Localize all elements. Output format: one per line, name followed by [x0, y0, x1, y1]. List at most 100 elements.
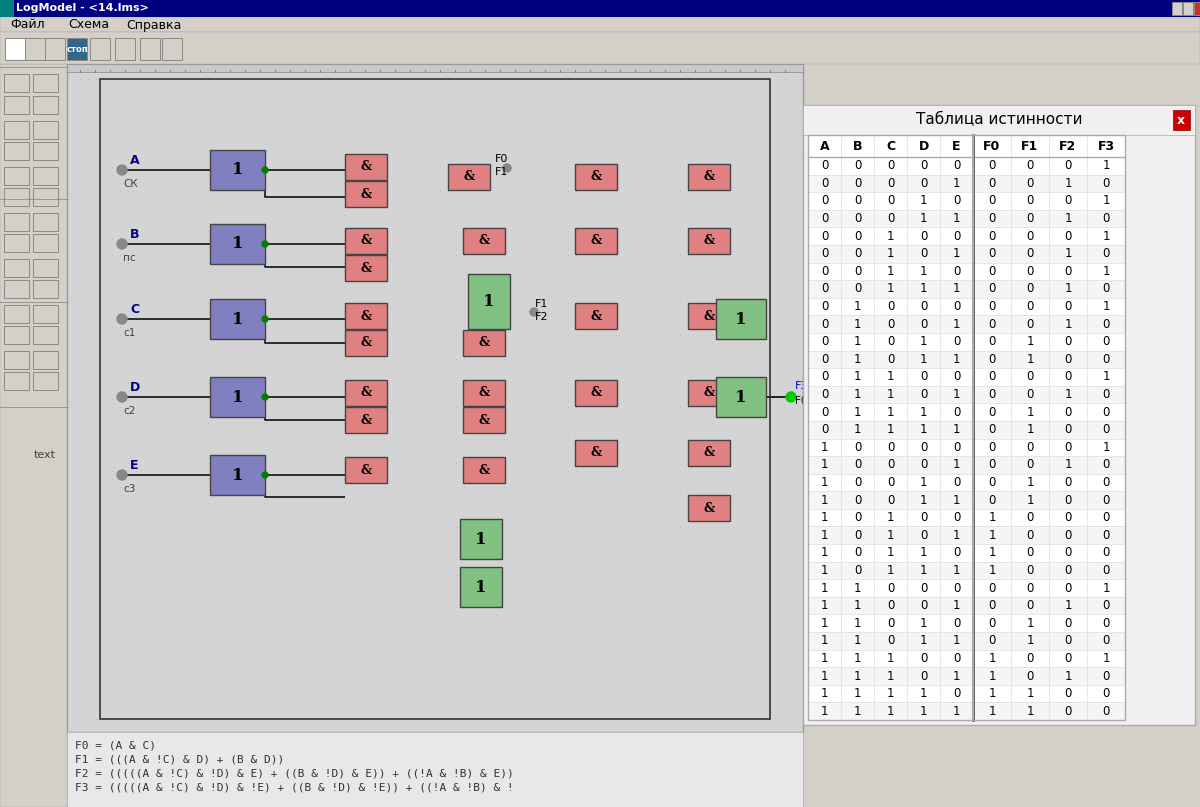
- Bar: [4, 234, 29, 252]
- Bar: [808, 667, 1126, 685]
- Text: LogModel - <14.lms>: LogModel - <14.lms>: [16, 3, 149, 13]
- Text: 0: 0: [989, 599, 996, 613]
- Text: 1: 1: [1026, 617, 1033, 629]
- Text: 1: 1: [887, 687, 894, 700]
- Bar: [808, 456, 1126, 474]
- Text: 1: 1: [1064, 388, 1072, 401]
- Text: 0: 0: [1026, 247, 1033, 261]
- Text: 0: 0: [920, 670, 928, 683]
- Text: 0: 0: [953, 370, 960, 383]
- Text: 1: 1: [919, 353, 928, 366]
- Bar: [803, 105, 1195, 725]
- Text: 1: 1: [232, 236, 244, 253]
- Bar: [67, 732, 803, 807]
- Bar: [808, 491, 1126, 509]
- Text: 0: 0: [821, 353, 828, 366]
- Text: &: &: [703, 170, 715, 183]
- Text: 0: 0: [854, 194, 862, 207]
- Text: 1: 1: [887, 423, 894, 437]
- Text: 0: 0: [1026, 212, 1033, 225]
- Text: 0: 0: [854, 265, 862, 278]
- Text: 0: 0: [1064, 652, 1072, 665]
- Text: 0: 0: [854, 476, 862, 489]
- Text: 0: 0: [920, 388, 928, 401]
- Text: 0: 0: [1026, 670, 1033, 683]
- Text: &: &: [479, 413, 490, 427]
- Circle shape: [262, 472, 268, 478]
- Text: 0: 0: [821, 265, 828, 278]
- Text: 0: 0: [1026, 529, 1033, 541]
- Text: 0: 0: [1103, 476, 1110, 489]
- Text: 1: 1: [821, 494, 828, 507]
- Circle shape: [118, 314, 127, 324]
- Text: 0: 0: [1064, 617, 1072, 629]
- Text: 0: 0: [1103, 177, 1110, 190]
- Bar: [34, 213, 58, 231]
- Bar: [210, 299, 265, 339]
- Bar: [463, 407, 505, 433]
- Text: 1: 1: [475, 579, 487, 596]
- Text: 1: 1: [484, 293, 494, 310]
- Circle shape: [503, 164, 511, 172]
- Text: 1: 1: [887, 388, 894, 401]
- Text: &: &: [590, 170, 601, 183]
- Text: 0: 0: [953, 406, 960, 419]
- Text: 0: 0: [920, 529, 928, 541]
- Bar: [688, 440, 730, 466]
- Text: 1: 1: [919, 687, 928, 700]
- Text: 0: 0: [1103, 687, 1110, 700]
- Text: 1: 1: [887, 564, 894, 577]
- Text: 1: 1: [919, 406, 928, 419]
- Text: 0: 0: [989, 282, 996, 295]
- Text: Таблица истинности: Таблица истинности: [916, 112, 1082, 128]
- Bar: [140, 38, 160, 60]
- Bar: [808, 210, 1126, 228]
- Circle shape: [118, 165, 127, 175]
- Bar: [808, 685, 1126, 702]
- Bar: [34, 74, 58, 92]
- Bar: [4, 351, 29, 369]
- Bar: [0, 64, 67, 807]
- Text: C: C: [130, 303, 139, 316]
- Text: 1: 1: [1064, 177, 1072, 190]
- Bar: [688, 303, 730, 329]
- Text: c1: c1: [124, 328, 136, 338]
- Text: 1: 1: [853, 670, 862, 683]
- Text: 1: 1: [989, 670, 996, 683]
- Bar: [808, 245, 1126, 262]
- Text: 1: 1: [887, 230, 894, 243]
- Bar: [34, 167, 58, 185]
- Text: &: &: [360, 387, 372, 399]
- Text: 0: 0: [821, 406, 828, 419]
- Text: 0: 0: [953, 617, 960, 629]
- Text: 0: 0: [854, 212, 862, 225]
- Text: c3: c3: [124, 484, 136, 494]
- Text: C: C: [886, 140, 895, 153]
- Circle shape: [262, 316, 268, 322]
- Bar: [463, 228, 505, 254]
- Text: 1: 1: [887, 511, 894, 525]
- Text: 1: 1: [887, 529, 894, 541]
- Text: 0: 0: [989, 634, 996, 647]
- Text: 1: 1: [1026, 476, 1033, 489]
- Bar: [575, 440, 617, 466]
- Text: 0: 0: [989, 335, 996, 349]
- Text: 0: 0: [1103, 247, 1110, 261]
- Bar: [25, 38, 46, 60]
- Circle shape: [262, 394, 268, 400]
- Bar: [688, 228, 730, 254]
- Text: 1: 1: [1103, 230, 1110, 243]
- Text: 1: 1: [887, 282, 894, 295]
- Bar: [210, 455, 265, 495]
- Text: 0: 0: [1026, 177, 1033, 190]
- Bar: [4, 188, 29, 206]
- Text: 0: 0: [989, 194, 996, 207]
- Circle shape: [530, 308, 538, 316]
- Text: F0: F0: [983, 140, 1001, 153]
- Circle shape: [118, 392, 127, 402]
- Bar: [808, 632, 1126, 650]
- Text: 1: 1: [887, 705, 894, 717]
- Text: 0: 0: [989, 476, 996, 489]
- Text: 1: 1: [853, 423, 862, 437]
- Text: &: &: [479, 235, 490, 248]
